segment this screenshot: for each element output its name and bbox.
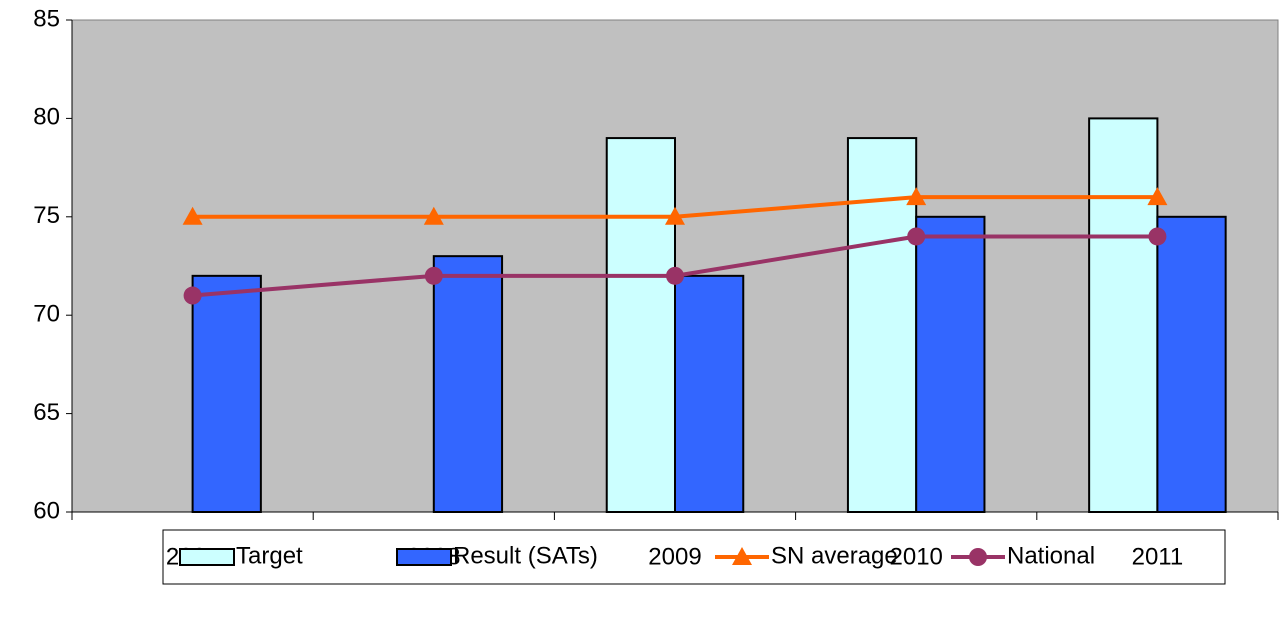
marker xyxy=(665,206,685,225)
marker xyxy=(183,286,202,305)
x-tick-label: 2011 xyxy=(1132,543,1184,570)
marker xyxy=(182,206,203,225)
marker xyxy=(906,187,927,206)
legend-label: Target xyxy=(236,542,303,569)
y-tick-label: 75 xyxy=(33,202,60,229)
legend-label: National xyxy=(1007,542,1095,569)
bar xyxy=(846,137,918,514)
legend-box xyxy=(162,529,1226,585)
legend-swatch xyxy=(179,548,235,566)
x-tick-label: 2010 xyxy=(890,543,943,570)
marker xyxy=(1148,227,1167,246)
y-tick-label: 85 xyxy=(33,5,60,32)
bar xyxy=(432,255,504,513)
marker xyxy=(423,206,444,225)
legend-label: Result (SATs) xyxy=(453,542,598,569)
bar xyxy=(915,215,986,514)
bar xyxy=(674,274,745,513)
marker xyxy=(907,227,926,246)
bar xyxy=(1156,215,1227,514)
bar xyxy=(191,274,262,513)
bar xyxy=(605,137,677,514)
legend-marker xyxy=(969,548,987,566)
y-tick-label: 60 xyxy=(33,497,60,524)
marker xyxy=(666,266,684,285)
y-tick-label: 65 xyxy=(33,399,60,426)
legend-marker xyxy=(732,547,752,565)
marker xyxy=(1147,187,1168,206)
marker xyxy=(424,266,443,285)
y-tick-label: 70 xyxy=(33,301,60,328)
x-tick-label: 2009 xyxy=(648,543,701,570)
y-tick-label: 80 xyxy=(33,104,60,131)
legend-swatch xyxy=(396,548,452,566)
legend-label: SN average xyxy=(771,542,898,569)
bar xyxy=(1088,117,1159,514)
